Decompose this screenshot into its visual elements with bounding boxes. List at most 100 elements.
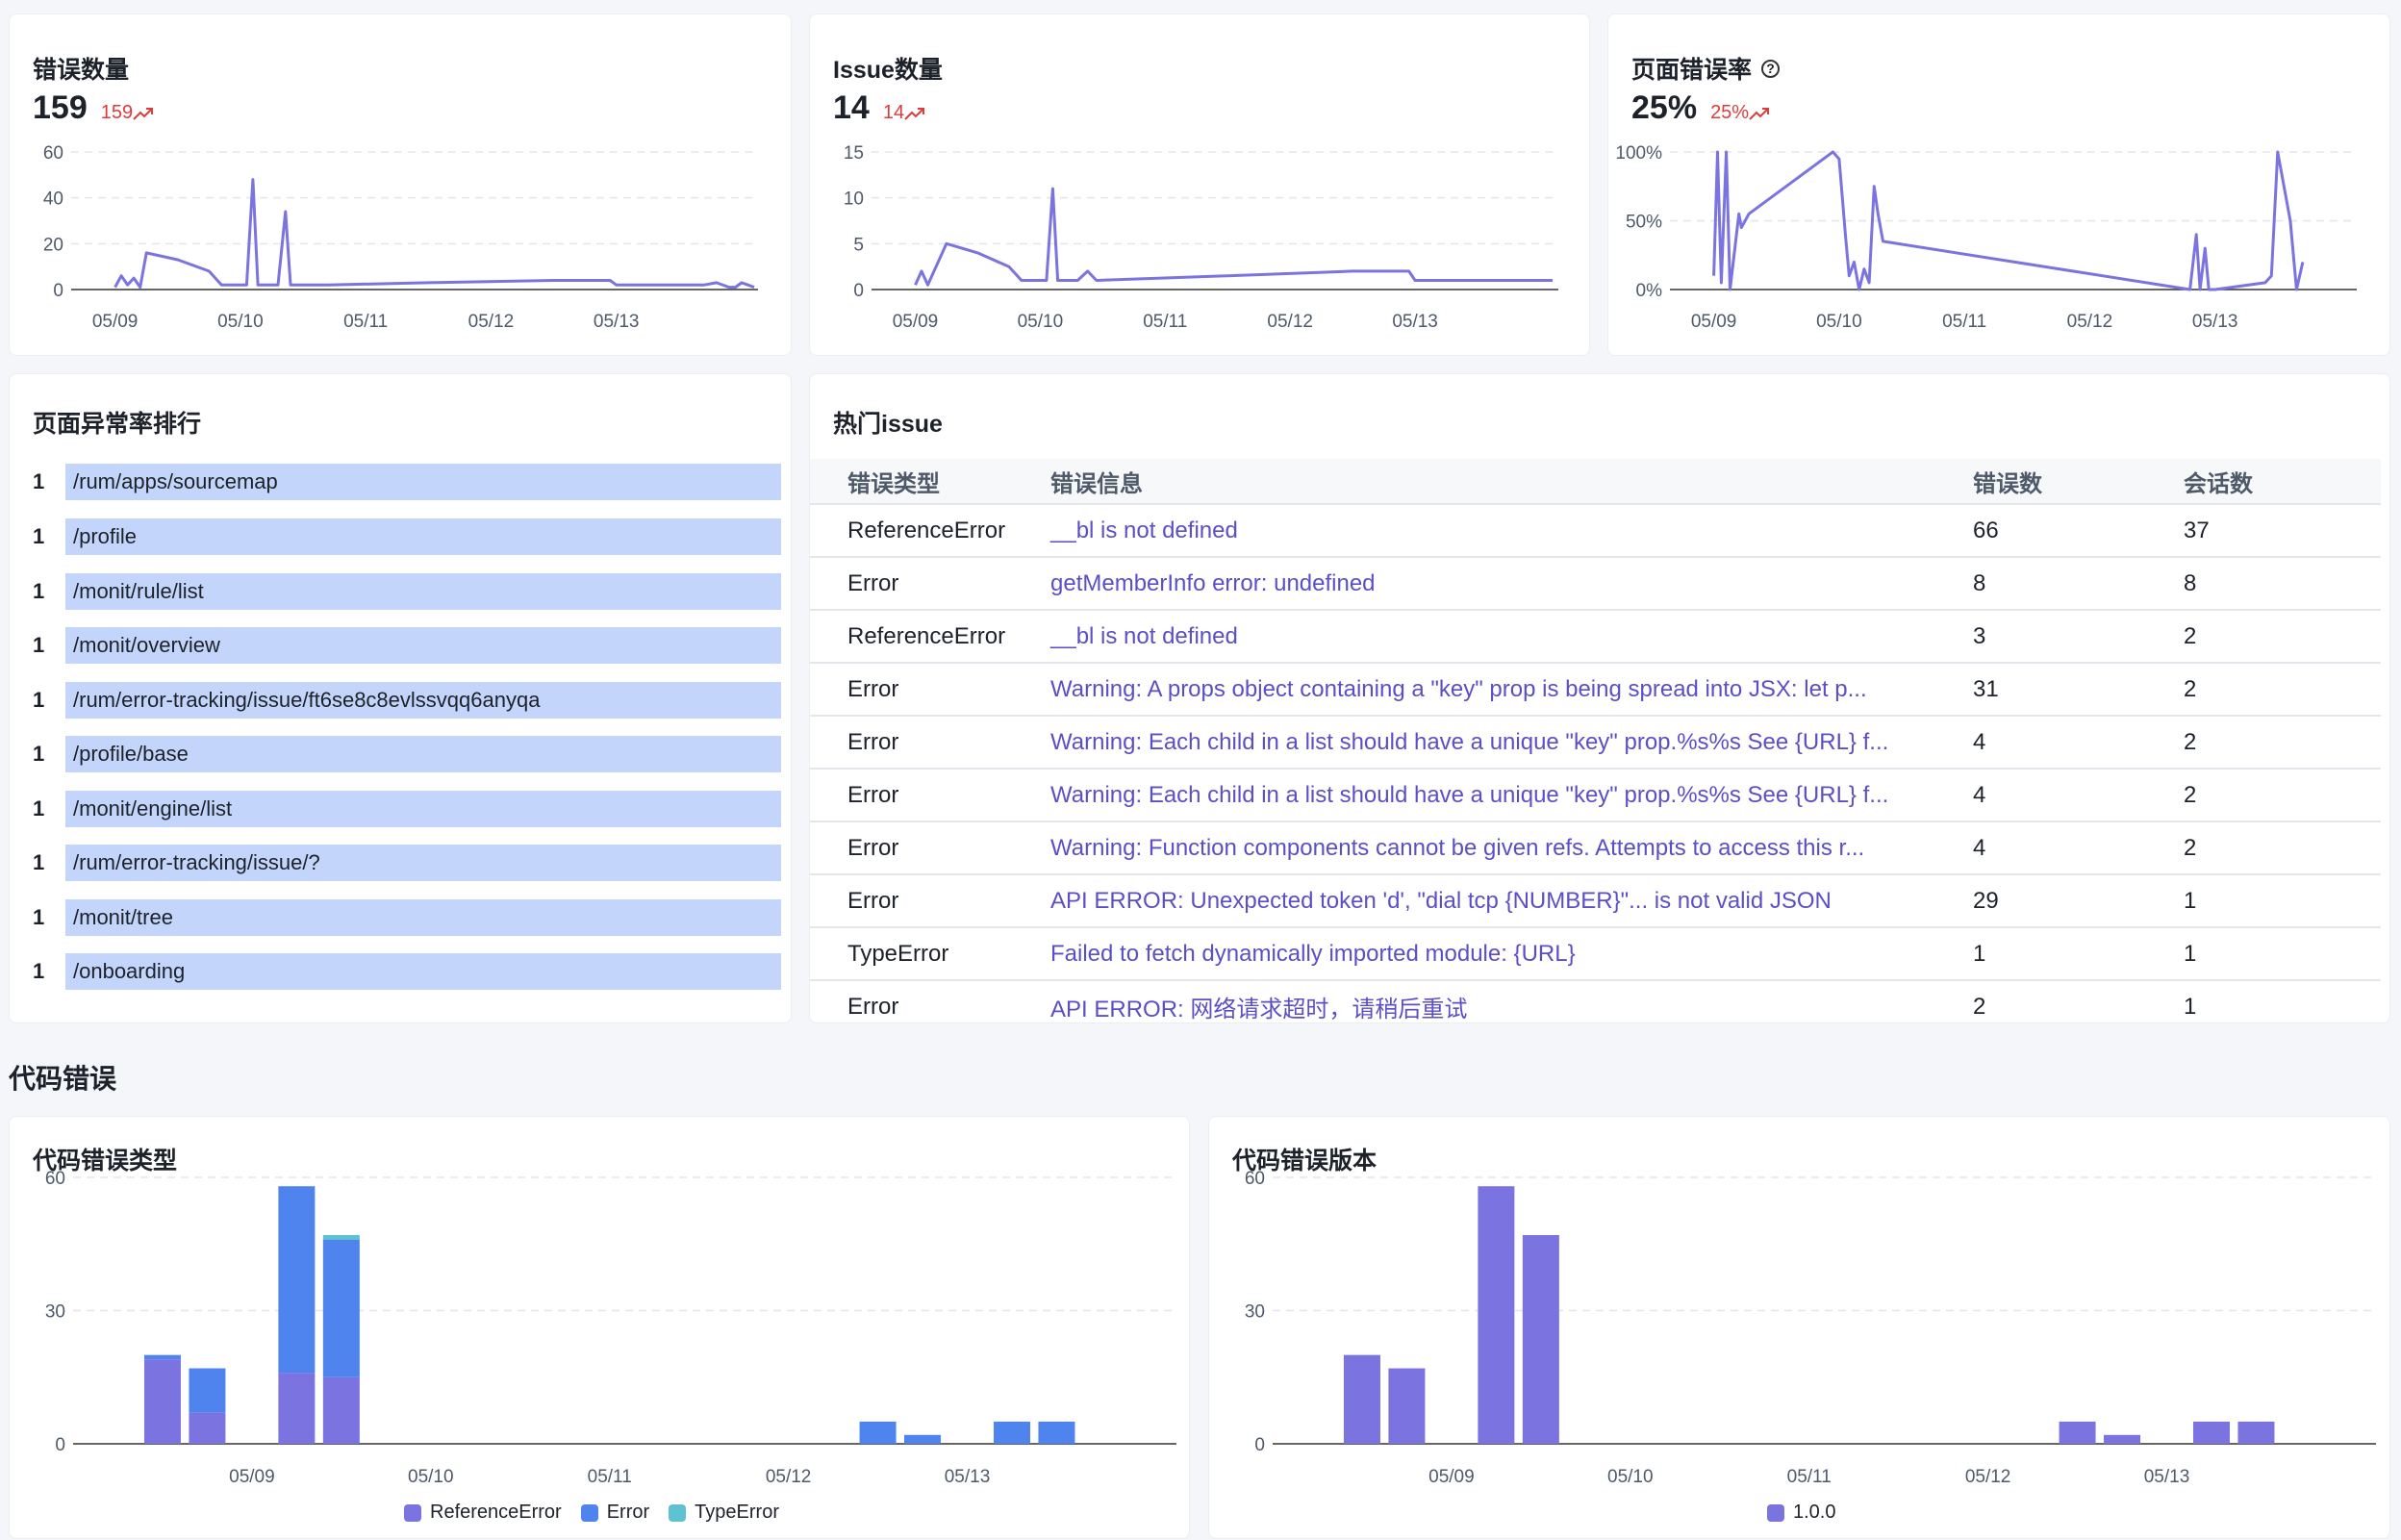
kpi-trend: 25% <box>1710 102 1770 124</box>
rank-bar: /monit/tree <box>65 899 781 936</box>
error-count-cell: 31 <box>1935 662 2146 716</box>
legend-item[interactable]: TypeError <box>669 1502 779 1524</box>
table-row[interactable]: Error getMemberInfo error: undefined 8 8 <box>810 556 2381 610</box>
legend-item[interactable]: 1.0.0 <box>1767 1502 1835 1524</box>
chart-title: 代码错误版本 <box>1232 1148 1377 1174</box>
rank-number: 1 <box>33 959 45 983</box>
rank-number: 1 <box>33 688 45 712</box>
col-session-count[interactable]: 会话数 <box>2146 459 2381 504</box>
bar <box>322 1376 360 1444</box>
bar <box>189 1368 226 1413</box>
table-row[interactable]: Error API ERROR: Unexpected token 'd', "d… <box>810 873 2381 927</box>
col-error-count[interactable]: 错误数 <box>1935 459 2146 504</box>
ranking-item[interactable]: 1/monit/overview <box>33 627 781 664</box>
table-row[interactable]: ReferenceError __bl is not defined 66 37 <box>810 503 2381 557</box>
error-type-cell: Error <box>810 715 1041 769</box>
bar <box>322 1235 360 1240</box>
x-tick-label: 05/13 <box>945 1467 991 1487</box>
hot-issues-card: 热门issue 错误类型 错误信息 错误数 会话数 ReferenceError… <box>809 373 2390 1023</box>
x-tick-label: 05/13 <box>2144 1467 2190 1487</box>
trend-up-icon <box>904 107 925 120</box>
error-message-link[interactable]: __bl is not defined <box>1041 503 1935 557</box>
legend-item[interactable]: Error <box>580 1502 649 1524</box>
x-tick-label: 05/10 <box>408 1467 454 1487</box>
legend-item[interactable]: ReferenceError <box>404 1502 562 1524</box>
bar <box>2237 1421 2275 1444</box>
bar <box>1478 1186 1515 1444</box>
hot-issues-table: 错误类型 错误信息 错误数 会话数 ReferenceError __bl is … <box>810 459 2381 1022</box>
error-message-link[interactable]: Warning: Each child in a list should hav… <box>1041 768 1935 821</box>
bar <box>322 1239 360 1377</box>
y-tick-label: 20 <box>43 235 63 255</box>
table-row[interactable]: ReferenceError __bl is not defined 3 2 <box>810 609 2381 663</box>
ranking-item[interactable]: 1/monit/rule/list <box>33 573 781 610</box>
x-tick-label: 05/10 <box>217 312 264 332</box>
error-type-cell: Error <box>810 556 1041 610</box>
error-message-link[interactable]: __bl is not defined <box>1041 609 1935 663</box>
y-tick-label: 30 <box>45 1302 65 1323</box>
table-row[interactable]: Error Warning: Each child in a list shoul… <box>810 768 2381 821</box>
x-tick-label: 05/11 <box>1942 312 1986 332</box>
x-tick-label: 05/09 <box>1691 312 1737 332</box>
table-row[interactable]: Error Warning: A props object containing … <box>810 662 2381 716</box>
error-message-link[interactable]: Failed to fetch dynamically imported mod… <box>1041 926 1935 980</box>
session-count-cell: 2 <box>2146 820 2381 874</box>
y-tick-label: 0% <box>1636 281 1663 301</box>
table-header-row: 错误类型 错误信息 错误数 会话数 <box>810 459 2381 504</box>
session-count-cell: 1 <box>2146 979 2381 1022</box>
error-message-link[interactable]: getMemberInfo error: undefined <box>1041 556 1935 610</box>
x-tick-label: 05/09 <box>1428 1467 1475 1487</box>
error-count-cell: 8 <box>1935 556 2146 610</box>
error-message-link[interactable]: Warning: Function components cannot be g… <box>1041 820 1935 874</box>
ranking-item[interactable]: 1/rum/apps/sourcemap <box>33 464 781 500</box>
question-circle-icon[interactable]: ? <box>1761 59 1781 78</box>
y-tick-label: 40 <box>43 189 63 210</box>
table-row[interactable]: Error Warning: Each child in a list shoul… <box>810 715 2381 769</box>
error-count-cell: 66 <box>1935 503 2146 557</box>
error-message-link[interactable]: Warning: A props object containing a "ke… <box>1041 662 1935 716</box>
table-row[interactable]: Error API ERROR: 网络请求超时，请稍后重试 2 1 <box>810 979 2381 1022</box>
col-error-type[interactable]: 错误类型 <box>810 459 1041 504</box>
ranking-item[interactable]: 1/profile <box>33 518 781 555</box>
x-tick-label: 05/12 <box>2067 312 2113 332</box>
x-tick-label: 05/13 <box>1392 312 1438 332</box>
error-count-cell: 4 <box>1935 768 2146 821</box>
rank-number: 1 <box>33 905 45 929</box>
bar <box>2059 1421 2096 1444</box>
error-type-cell: ReferenceError <box>810 609 1041 663</box>
table-row[interactable]: Error Warning: Function components cannot… <box>810 820 2381 874</box>
rank-bar: /monit/engine/list <box>65 791 781 827</box>
rank-number: 1 <box>33 633 45 657</box>
rank-number: 1 <box>33 469 45 493</box>
y-tick-label: 100% <box>1615 143 1662 164</box>
error-message-link[interactable]: API ERROR: 网络请求超时，请稍后重试 <box>1041 979 1935 1022</box>
error-type-cell: Error <box>810 768 1041 821</box>
y-tick-label: 10 <box>844 189 864 210</box>
table-row[interactable]: TypeError Failed to fetch dynamically imp… <box>810 926 2381 980</box>
x-tick-label: 05/13 <box>594 312 640 332</box>
error-message-link[interactable]: API ERROR: Unexpected token 'd', "dial t… <box>1041 873 1935 927</box>
error-count-chart: 0 20 40 60 05/09 05/10 05/11 05/12 05/13 <box>43 143 758 332</box>
x-tick-label: 05/11 <box>588 1467 632 1487</box>
ranking-item[interactable]: 1/profile/base <box>33 736 781 772</box>
y-tick-label: 15 <box>844 143 864 164</box>
page-error-rate-card: 页面错误率? 25% 25% 0% 50% 100% 05/09 05/10 05/11 0… <box>1607 13 2390 356</box>
issue-count-card: Issue数量 14 14 0 5 10 15 05/09 05/10 05/11 05/12… <box>809 13 1590 356</box>
ranking-item[interactable]: 1/monit/engine/list <box>33 791 781 827</box>
ranking-item[interactable]: 1/rum/error-tracking/issue/ft6se8c8evlss… <box>33 682 781 719</box>
error-message-link[interactable]: Warning: Each child in a list should hav… <box>1041 715 1935 769</box>
rank-bar: /monit/overview <box>65 627 781 664</box>
bar <box>189 1412 226 1444</box>
col-error-message[interactable]: 错误信息 <box>1041 459 1935 504</box>
ranking-item[interactable]: 1/monit/tree <box>33 899 781 936</box>
y-tick-label: 50% <box>1626 213 1662 233</box>
error-type-cell: TypeError <box>810 926 1041 980</box>
error-count-cell: 29 <box>1935 873 2146 927</box>
rank-number: 1 <box>33 579 45 603</box>
rank-bar: /rum/apps/sourcemap <box>65 464 781 500</box>
rank-bar: /onboarding <box>65 953 781 990</box>
ranking-item[interactable]: 1/rum/error-tracking/issue/? <box>33 845 781 881</box>
ranking-item[interactable]: 1/onboarding <box>33 953 781 990</box>
x-tick-label: 05/11 <box>1787 1467 1832 1487</box>
kpi-value: 14 14 <box>833 89 925 127</box>
